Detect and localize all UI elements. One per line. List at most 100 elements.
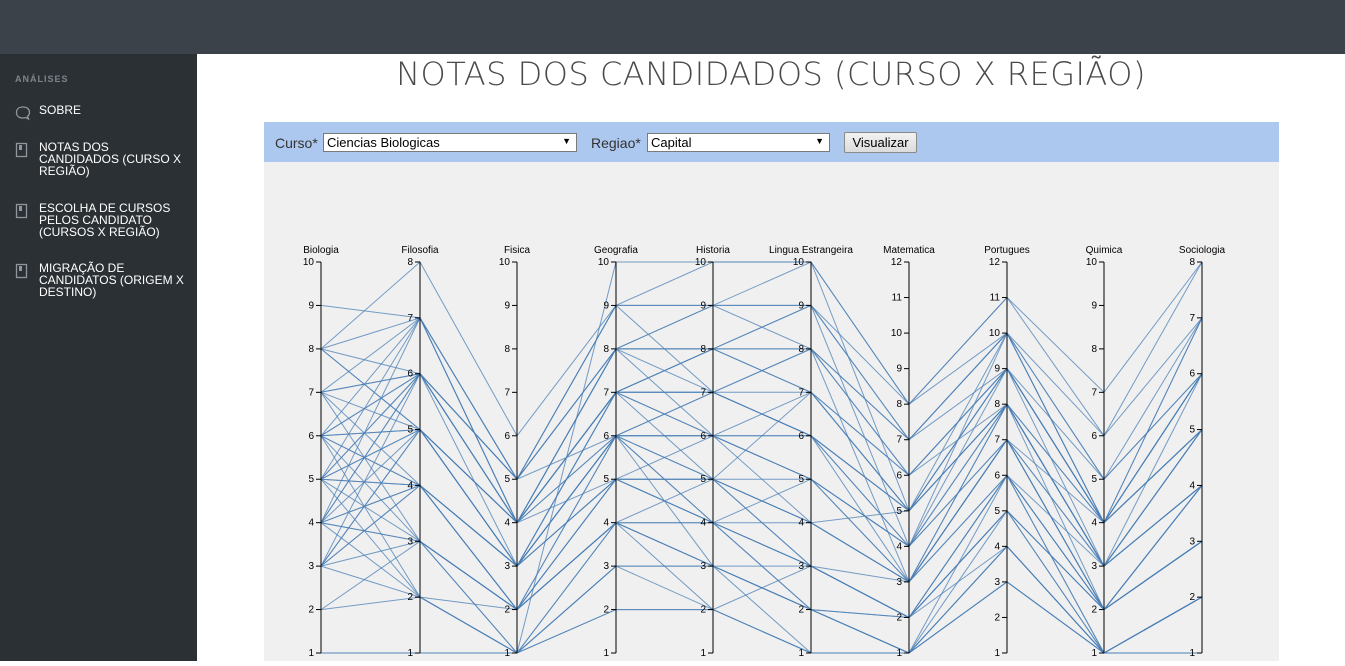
tick-label: 1 (407, 648, 413, 659)
tick-label: 6 (603, 431, 609, 442)
tick-label: 6 (308, 431, 314, 442)
bookmark-icon (15, 263, 29, 279)
tick-label: 4 (896, 541, 902, 552)
tick-label: 3 (1091, 561, 1097, 572)
tick-label: 6 (1091, 431, 1097, 442)
tick-label: 4 (308, 518, 314, 529)
curso-label: Curso* (275, 135, 318, 151)
tick-label: 1 (504, 648, 510, 659)
tick-label: 7 (1189, 313, 1195, 324)
tick-label: 2 (407, 592, 413, 603)
bookmark-icon (15, 203, 29, 219)
tick-label: 7 (700, 387, 706, 398)
tick-label: 3 (504, 561, 510, 572)
tick-label: 4 (798, 518, 804, 529)
tick-label: 1 (896, 648, 902, 659)
tick-label: 5 (1189, 425, 1195, 436)
sidebar: ANÁLISES SOBRE NOTAS DOS CANDIDADOS (CUR… (0, 54, 197, 661)
regiao-select[interactable]: Capital ▼ (647, 133, 830, 152)
axis-title: Filosofia (401, 245, 439, 256)
tick-label: 7 (603, 387, 609, 398)
tick-label: 9 (994, 364, 1000, 375)
lines-layer (320, 261, 1203, 654)
tick-label: 11 (892, 293, 903, 304)
axis-title: Biologia (303, 245, 339, 256)
tick-label: 7 (798, 387, 804, 398)
tick-label: 8 (700, 344, 706, 355)
tick-label: 3 (1189, 536, 1195, 547)
axis-title: Matematica (883, 245, 935, 256)
tick-label: 6 (504, 431, 510, 442)
tick-label: 9 (308, 300, 314, 311)
tick-label: 2 (1189, 592, 1195, 603)
tick-label: 5 (700, 474, 706, 485)
axis-title: Quimica (1086, 245, 1123, 256)
curso-select[interactable]: Ciencias Biologicas ▼ (323, 133, 577, 152)
tick-label: 1 (308, 648, 314, 659)
axis-title: Lingua Estrangeira (769, 245, 853, 256)
tick-label: 11 (990, 293, 1001, 304)
tick-label: 3 (798, 561, 804, 572)
tick-label: 2 (603, 605, 609, 616)
record-line (320, 509, 1203, 654)
visualizar-button[interactable]: Visualizar (844, 132, 917, 153)
tick-label: 8 (994, 399, 1000, 410)
axis-title: Historia (696, 245, 730, 256)
tick-label: 3 (896, 577, 902, 588)
tick-label: 7 (994, 435, 1000, 446)
tick-label: 4 (1189, 480, 1195, 491)
tick-label: 3 (407, 536, 413, 547)
tick-label: 6 (896, 470, 902, 481)
curso-select-value: Ciencias Biologicas (327, 135, 440, 150)
tick-label: 10 (989, 328, 1001, 339)
tick-label: 2 (1091, 605, 1097, 616)
chart-area: 1 2 3 4 5 6 7 8 9 10 Biologia 1 2 3 4 5 6 7 8 Filosofia 1 2 3 4… (264, 162, 1279, 661)
tick-label: 1 (994, 648, 1000, 659)
tick-label: 7 (896, 435, 902, 446)
tick-label: 1 (1189, 648, 1195, 659)
sidebar-item-sobre[interactable]: SOBRE (15, 104, 185, 121)
sidebar-item-escolha[interactable]: ESCOLHA DE CURSOS PELOS CANDIDATO (CURSO… (15, 202, 185, 238)
tick-label: 2 (504, 605, 510, 616)
tick-label: 9 (603, 300, 609, 311)
tick-label: 10 (598, 257, 610, 268)
tick-label: 3 (603, 561, 609, 572)
sidebar-item-label: NOTAS DOS CANDIDADOS (CURSO X REGIÃO) (39, 140, 182, 178)
axis-title: Geografia (594, 245, 638, 256)
tick-label: 8 (1091, 344, 1097, 355)
tick-label: 10 (891, 328, 903, 339)
record-line (320, 391, 1203, 611)
tick-label: 12 (989, 257, 1001, 268)
tick-label: 4 (603, 518, 609, 529)
tick-label: 5 (994, 506, 1000, 517)
tick-label: 10 (1086, 257, 1098, 268)
tick-label: 5 (798, 474, 804, 485)
parallel-coordinates-chart: 12345678910Biologia12345678Filosofia1234… (303, 245, 1226, 659)
sidebar-item-migracao[interactable]: MIGRAÇÃO DE CANDIDATOS (ORIGEM X DESTINO… (15, 262, 185, 298)
sidebar-item-label: ESCOLHA DE CURSOS PELOS CANDIDATO (CURSO… (39, 201, 171, 239)
top-bar (0, 0, 1345, 54)
tick-label: 5 (1091, 474, 1097, 485)
tick-label: 9 (1091, 300, 1097, 311)
record-line (320, 438, 1203, 611)
tick-label: 7 (1091, 387, 1097, 398)
tick-label: 9 (798, 300, 804, 311)
tick-label: 6 (407, 369, 413, 380)
tick-label: 3 (308, 561, 314, 572)
tick-label: 3 (994, 577, 1000, 588)
record-line (321, 581, 1202, 654)
sidebar-heading: ANÁLISES (15, 74, 69, 84)
tick-label: 4 (1091, 518, 1097, 529)
sidebar-item-notas[interactable]: NOTAS DOS CANDIDADOS (CURSO X REGIÃO) (15, 141, 185, 177)
tick-label: 1 (798, 648, 804, 659)
